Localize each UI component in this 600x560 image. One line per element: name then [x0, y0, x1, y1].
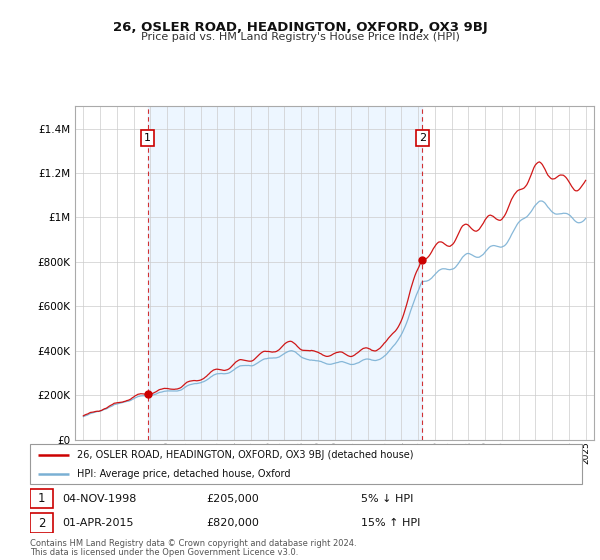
Text: 04-NOV-1998: 04-NOV-1998 — [62, 494, 136, 503]
Text: 2: 2 — [38, 516, 46, 530]
Text: Contains HM Land Registry data © Crown copyright and database right 2024.: Contains HM Land Registry data © Crown c… — [30, 539, 356, 548]
Text: 26, OSLER ROAD, HEADINGTON, OXFORD, OX3 9BJ: 26, OSLER ROAD, HEADINGTON, OXFORD, OX3 … — [113, 21, 487, 34]
FancyBboxPatch shape — [30, 514, 53, 533]
Text: Price paid vs. HM Land Registry's House Price Index (HPI): Price paid vs. HM Land Registry's House … — [140, 32, 460, 43]
Bar — [148, 106, 422, 440]
Text: 5% ↓ HPI: 5% ↓ HPI — [361, 494, 413, 503]
Text: £820,000: £820,000 — [206, 518, 260, 528]
Text: 01-APR-2015: 01-APR-2015 — [62, 518, 134, 528]
FancyBboxPatch shape — [30, 444, 582, 484]
Text: 15% ↑ HPI: 15% ↑ HPI — [361, 518, 421, 528]
Text: 2: 2 — [419, 133, 426, 143]
Text: HPI: Average price, detached house, Oxford: HPI: Average price, detached house, Oxfo… — [77, 469, 290, 479]
Text: 1: 1 — [144, 133, 151, 143]
Text: This data is licensed under the Open Government Licence v3.0.: This data is licensed under the Open Gov… — [30, 548, 298, 557]
Text: £205,000: £205,000 — [206, 494, 259, 503]
Text: 1: 1 — [38, 492, 46, 505]
FancyBboxPatch shape — [30, 489, 53, 508]
Text: 26, OSLER ROAD, HEADINGTON, OXFORD, OX3 9BJ (detached house): 26, OSLER ROAD, HEADINGTON, OXFORD, OX3 … — [77, 450, 413, 460]
